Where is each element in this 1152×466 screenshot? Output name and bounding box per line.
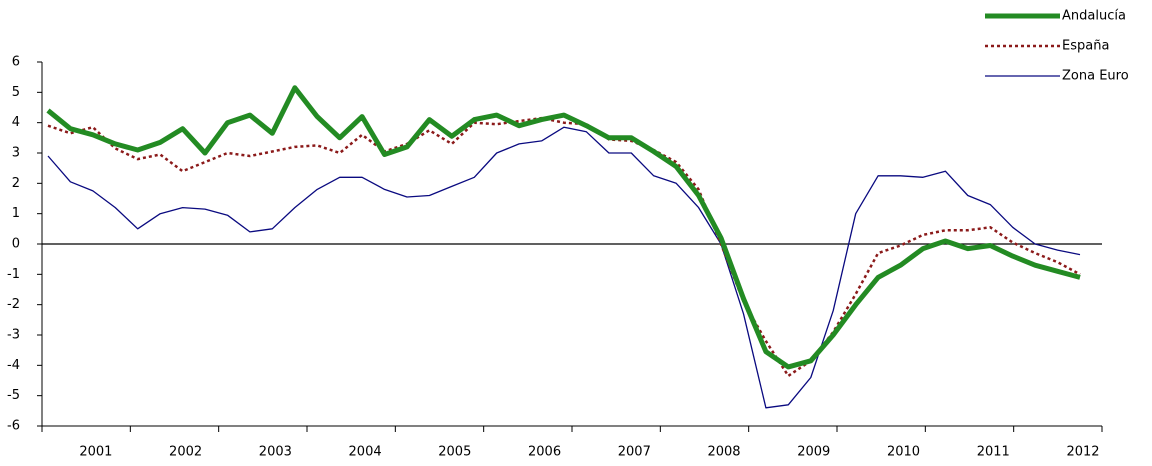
legend-label: Andalucía: [1062, 9, 1126, 24]
x-tick-label: 2003: [259, 445, 292, 460]
x-tick-label: 2007: [618, 445, 651, 460]
series-line: [47, 126, 1081, 409]
y-tick-label: 2: [12, 176, 20, 191]
x-tick-label: 2008: [707, 445, 740, 460]
y-tick-label: 5: [12, 85, 20, 100]
x-tick-label: 2002: [169, 445, 202, 460]
y-tick-label: -6: [7, 419, 20, 434]
y-tick-label: -5: [7, 388, 20, 403]
legend-label: Zona Euro: [1062, 69, 1129, 84]
x-tick-label: 2012: [1066, 445, 1099, 460]
x-tick-label: 2005: [438, 445, 471, 460]
y-tick-label: 3: [12, 146, 20, 161]
series-line: [46, 85, 1081, 370]
x-tick-label: 2009: [797, 445, 830, 460]
y-tick-label: 1: [12, 206, 20, 221]
y-tick-label: -3: [7, 328, 20, 343]
x-tick-label: 2001: [79, 445, 112, 460]
y-tick-label: 0: [12, 237, 20, 252]
y-tick-label: -4: [7, 358, 20, 373]
y-tick-label: -1: [7, 267, 20, 282]
series-line: [47, 116, 1081, 378]
x-tick-label: 2006: [528, 445, 561, 460]
y-tick-label: -2: [7, 297, 20, 312]
y-tick-label: 4: [12, 115, 20, 130]
x-tick-label: 2010: [887, 445, 920, 460]
x-tick-label: 2004: [349, 445, 382, 460]
legend-label: España: [1062, 39, 1109, 54]
y-tick-label: 6: [12, 55, 20, 70]
x-tick-label: 2011: [977, 445, 1010, 460]
